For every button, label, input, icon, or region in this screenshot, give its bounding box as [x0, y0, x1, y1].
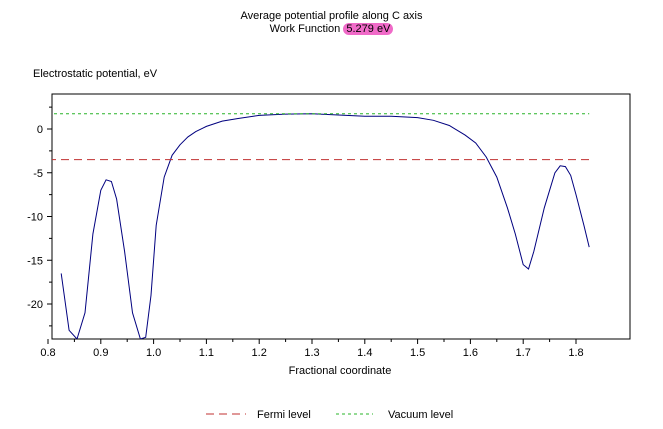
legend-label-fermi: Fermi level: [257, 409, 311, 421]
axis-ticks: 0.8 0.9 1.0 1.1 1.2 1.3 1.4 1.5 1.6 1.7 1.8 0 -5 -10 -…: [27, 106, 584, 359]
x-tick-label: 1.4: [357, 347, 372, 359]
x-tick-label: 1.1: [199, 347, 214, 359]
x-tick-label: 1.2: [252, 347, 267, 359]
x-tick-label: 1.5: [410, 347, 425, 359]
x-tick-label: 1.6: [463, 347, 478, 359]
series-layer: [52, 113, 590, 339]
x-tick-label: 1.3: [304, 347, 319, 359]
chart-title: Average potential profile along C axis: [240, 10, 423, 22]
x-tick-label: 1.7: [516, 347, 531, 359]
y-tick-label: -15: [27, 255, 43, 267]
y-tick-label: -20: [27, 299, 43, 311]
x-tick-label: 0.9: [93, 347, 108, 359]
legend-label-vacuum: Vacuum level: [388, 409, 453, 421]
y-tick-label: -5: [33, 168, 43, 180]
y-axis-label: Electrostatic potential, eV: [33, 68, 158, 80]
x-axis-label: Fractional coordinate: [289, 365, 392, 377]
potential-line: [60, 113, 590, 339]
chart-subtitle: Work Function 5.279 eV: [0, 23, 663, 35]
y-tick-label: 0: [37, 124, 43, 136]
y-tick-label: -10: [27, 212, 43, 224]
legend: Fermi level Vacuum level: [206, 409, 453, 421]
work-function-value: 5.279 eV: [343, 23, 394, 35]
x-tick-label: 1.0: [146, 347, 161, 359]
x-tick-label: 0.8: [40, 347, 55, 359]
subtitle-prefix: Work Function: [269, 23, 341, 35]
x-tick-label: 1.8: [568, 347, 583, 359]
plot-frame: [51, 93, 631, 340]
